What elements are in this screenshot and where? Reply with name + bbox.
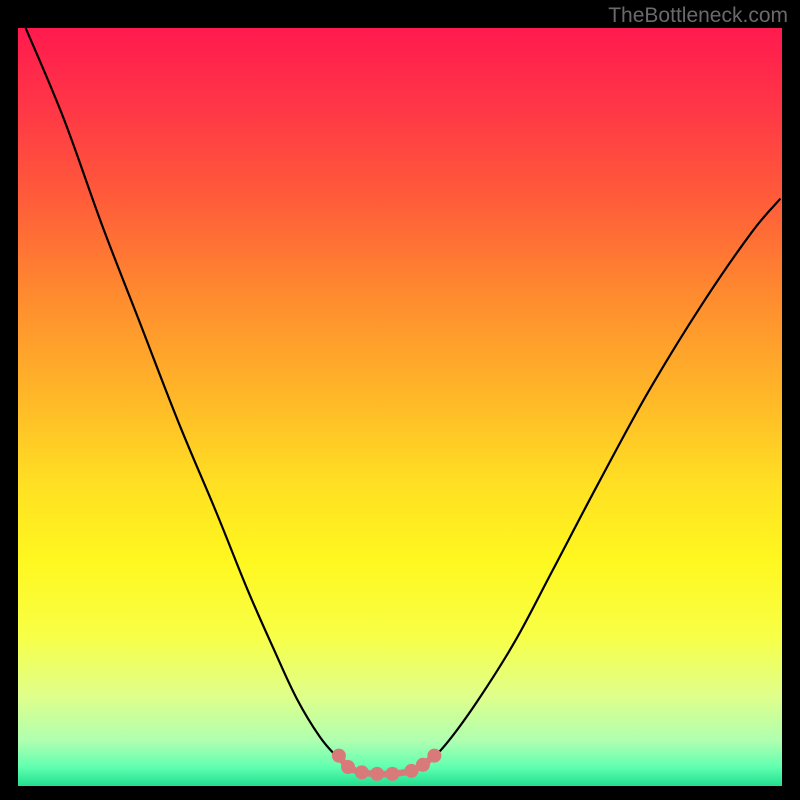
floor-marker: [385, 767, 399, 781]
floor-marker: [370, 767, 384, 781]
floor-marker: [341, 760, 355, 774]
plot-area: [18, 28, 782, 786]
chart-container: TheBottleneck.com: [0, 0, 800, 800]
floor-marker: [416, 758, 430, 772]
watermark-text: TheBottleneck.com: [608, 4, 788, 28]
floor-marker: [355, 765, 369, 779]
floor-marker: [332, 749, 346, 763]
bottleneck-chart: [18, 28, 782, 786]
floor-marker: [427, 749, 441, 763]
gradient-background: [18, 28, 782, 786]
